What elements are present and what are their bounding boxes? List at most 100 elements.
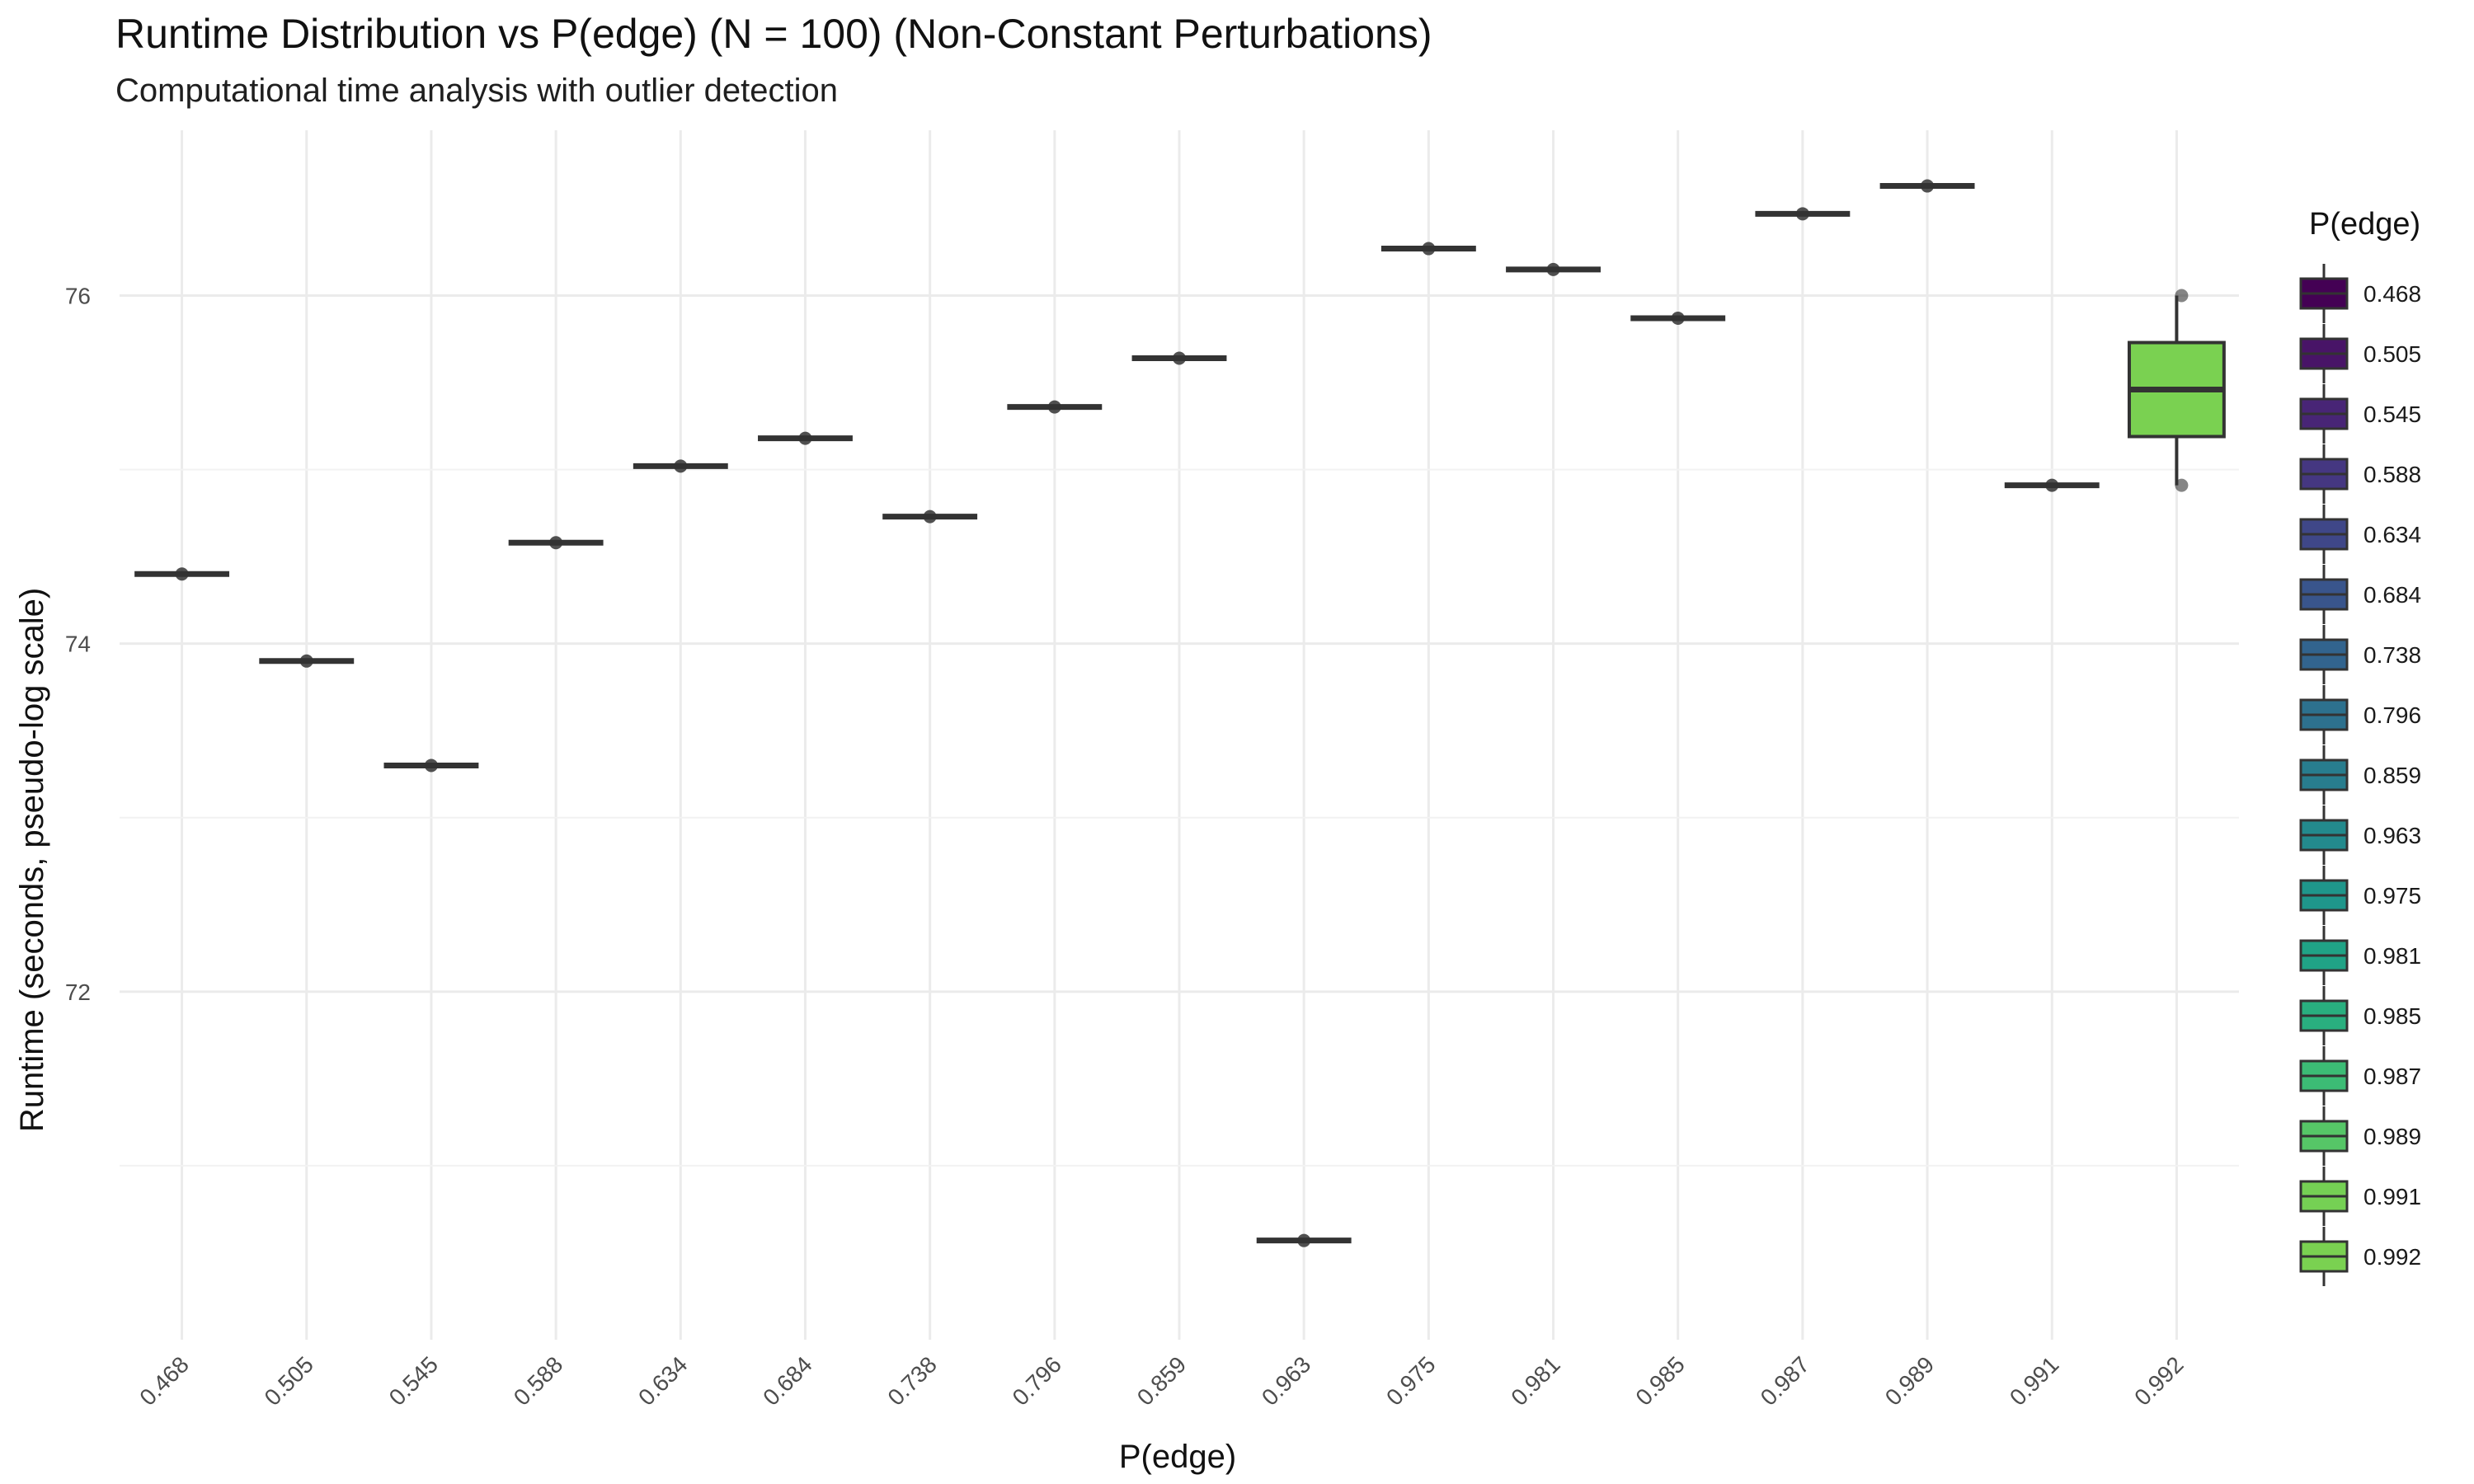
y-tick-label: 74: [65, 632, 91, 657]
data-point: [1422, 242, 1436, 256]
legend-item-0.684: 0.684: [2299, 565, 2421, 624]
legend-item-0.989: 0.989: [2299, 1106, 2421, 1166]
data-point: [2175, 478, 2189, 492]
x-tick-label: 0.859: [1132, 1351, 1191, 1410]
y-axis-title: Runtime (seconds, pseudo-log scale): [14, 588, 50, 1132]
legend-label: 0.545: [2363, 402, 2421, 427]
box-0.859: [1131, 351, 1227, 365]
data-point: [1297, 1233, 1311, 1247]
legend-item-0.975: 0.975: [2299, 866, 2421, 925]
x-tick-label: 0.684: [758, 1351, 816, 1410]
data-point: [2045, 478, 2059, 492]
x-tick-label: 0.738: [882, 1351, 941, 1410]
legend-title: P(edge): [2309, 207, 2420, 242]
legend-item-0.985: 0.985: [2299, 986, 2421, 1045]
chart-subtitle: Computational time analysis with outlier…: [115, 73, 838, 109]
legend-item-0.796: 0.796: [2299, 685, 2421, 744]
legend-label: 0.684: [2363, 582, 2421, 608]
x-tick-label: 0.975: [1381, 1351, 1440, 1410]
legend-item-0.981: 0.981: [2299, 926, 2421, 985]
box-0.991: [2004, 478, 2100, 492]
legend-label: 0.991: [2363, 1184, 2421, 1209]
x-tick-label: 0.981: [1506, 1351, 1564, 1410]
x-tick-label: 0.991: [2005, 1351, 2063, 1410]
legend-label: 0.963: [2363, 823, 2421, 848]
data-point: [923, 510, 937, 524]
x-tick-label: 0.963: [1257, 1351, 1315, 1410]
data-point: [1546, 262, 1560, 276]
x-tick-label: 0.992: [2129, 1351, 2188, 1410]
x-tick-label: 0.987: [1756, 1351, 1814, 1410]
legend-item-0.545: 0.545: [2299, 384, 2421, 444]
legend: P(edge) 0.468 0.505 0.545 0.588 0.634 0.684 0.7…: [2299, 207, 2421, 1286]
box-0.992: [2127, 289, 2226, 492]
legend-label: 0.987: [2363, 1064, 2421, 1089]
legend-label: 0.796: [2363, 702, 2421, 728]
legend-label: 0.468: [2363, 281, 2421, 307]
data-point: [798, 431, 812, 445]
legend-label: 0.738: [2363, 642, 2421, 668]
legend-item-0.505: 0.505: [2299, 324, 2421, 383]
x-tick-label: 0.796: [1008, 1351, 1066, 1410]
x-tick-label: 0.505: [260, 1351, 318, 1410]
plot-layer: [134, 179, 2226, 1247]
legend-item-0.588: 0.588: [2299, 444, 2421, 504]
legend-item-0.992: 0.992: [2299, 1227, 2421, 1286]
data-point: [1671, 311, 1685, 325]
data-point: [299, 654, 313, 668]
chart-title: Runtime Distribution vs P(edge) (N = 100…: [115, 11, 1432, 57]
x-tick-label: 0.634: [633, 1351, 692, 1410]
box-0.963: [1256, 1233, 1352, 1247]
box-0.989: [1879, 179, 1975, 193]
legend-label: 0.985: [2363, 1003, 2421, 1029]
box-0.588: [508, 536, 604, 550]
box-0.634: [633, 459, 728, 473]
box-0.505: [259, 654, 355, 668]
y-tick-label: 76: [65, 284, 91, 309]
box-0.684: [758, 431, 853, 445]
data-point: [1921, 179, 1935, 193]
data-point: [1173, 351, 1186, 365]
y-axis: 72 74 76: [65, 284, 91, 1005]
box-0.985: [1630, 311, 1726, 325]
data-point: [2175, 289, 2189, 303]
legend-label: 0.859: [2363, 763, 2421, 788]
grid-layer: [120, 130, 2239, 1340]
data-point: [424, 758, 438, 773]
legend-item-0.738: 0.738: [2299, 625, 2421, 684]
data-point: [1795, 207, 1809, 221]
legend-label: 0.989: [2363, 1124, 2421, 1149]
legend-item-0.468: 0.468: [2299, 264, 2421, 323]
data-point: [674, 459, 688, 473]
box-0.987: [1755, 207, 1851, 221]
legend-item-0.987: 0.987: [2299, 1046, 2421, 1106]
x-tick-label: 0.989: [1880, 1351, 1939, 1410]
box-0.545: [383, 758, 479, 773]
legend-item-0.991: 0.991: [2299, 1167, 2421, 1226]
box-0.468: [134, 567, 230, 581]
legend-label: 0.981: [2363, 943, 2421, 969]
legend-label: 0.634: [2363, 522, 2421, 547]
data-point: [549, 536, 563, 550]
data-point: [1047, 400, 1061, 414]
y-tick-label: 72: [65, 979, 91, 1005]
x-tick-label: 0.545: [384, 1351, 443, 1410]
box-0.796: [1007, 400, 1103, 414]
box-0.975: [1380, 242, 1476, 256]
data-point: [175, 567, 189, 581]
legend-item-0.634: 0.634: [2299, 505, 2421, 564]
box-0.981: [1506, 262, 1601, 276]
legend-label: 0.975: [2363, 883, 2421, 909]
x-tick-label: 0.588: [509, 1351, 567, 1410]
x-tick-label: 0.468: [134, 1351, 193, 1410]
x-axis: 0.468 0.505 0.545 0.588 0.634 0.684 0.738 0.796…: [134, 1351, 2188, 1410]
legend-label: 0.588: [2363, 462, 2421, 487]
x-axis-title: P(edge): [1119, 1439, 1236, 1475]
legend-label: 0.505: [2363, 341, 2421, 367]
legend-item-0.859: 0.859: [2299, 745, 2421, 805]
box-0.738: [882, 510, 978, 524]
legend-label: 0.992: [2363, 1244, 2421, 1270]
legend-item-0.963: 0.963: [2299, 805, 2421, 865]
x-tick-label: 0.985: [1630, 1351, 1689, 1410]
